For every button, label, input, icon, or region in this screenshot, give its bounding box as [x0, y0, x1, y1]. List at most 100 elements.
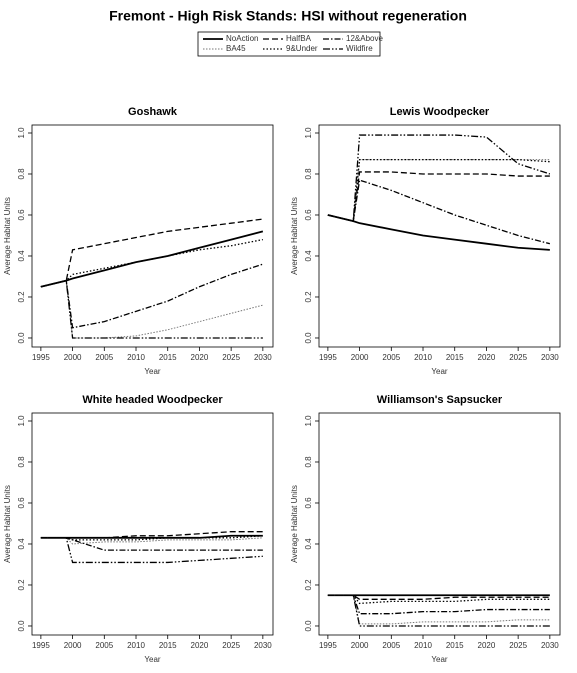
y-tick-label: 0.6: [304, 209, 313, 221]
plot-frame: [31, 124, 274, 348]
x-tick-label: 2010: [414, 353, 432, 362]
x-tick-label: 2015: [159, 641, 177, 650]
plot-frame: [31, 412, 274, 636]
x-axis-label: Year: [144, 367, 161, 376]
x-tick-label: 2030: [541, 353, 559, 362]
x-tick-label: 2015: [159, 353, 177, 362]
x-tick-label: 2010: [127, 641, 145, 650]
series-line: [327, 159, 550, 222]
series-line: [327, 171, 550, 222]
y-tick-label: 0.8: [17, 456, 26, 468]
legend-label: Wildfire: [346, 44, 373, 53]
x-tick-label: 2025: [509, 641, 527, 650]
series-line: [327, 179, 551, 245]
legend-label: 9&Under: [286, 44, 318, 53]
x-tick-label: 2005: [95, 353, 113, 362]
series-line: [327, 594, 550, 627]
y-tick-label: 0.2: [304, 291, 313, 303]
x-tick-label: 2005: [382, 641, 400, 650]
y-tick-label: 0.0: [304, 620, 313, 632]
y-tick-label: 0.2: [17, 291, 26, 303]
x-tick-label: 2030: [254, 641, 272, 650]
y-axis-label: Average Habitat Units: [3, 485, 12, 563]
y-tick-label: 0.2: [17, 579, 26, 591]
x-tick-label: 2025: [222, 353, 240, 362]
x-tick-label: 2000: [351, 641, 369, 650]
y-axis-label: Average Habitat Units: [3, 197, 12, 275]
y-tick-label: 0.4: [304, 538, 313, 550]
x-tick-label: 1995: [319, 641, 337, 650]
y-tick-label: 0.0: [17, 620, 26, 632]
legend-box: [197, 31, 381, 57]
x-axis-label: Year: [144, 655, 161, 664]
y-tick-label: 0.8: [304, 168, 313, 180]
series-line: [40, 238, 263, 288]
series-line: [40, 230, 264, 288]
y-tick-label: 0.4: [17, 538, 26, 550]
chart-title: Lewis Woodpecker: [390, 106, 490, 118]
x-tick-label: 1995: [32, 353, 50, 362]
series-line: [40, 537, 263, 545]
x-tick-label: 2015: [446, 353, 464, 362]
y-tick-label: 0.2: [304, 579, 313, 591]
y-axis-label: Average Habitat Units: [290, 485, 299, 563]
chart-title: White headed Woodpecker: [82, 394, 223, 406]
series-line: [40, 279, 263, 339]
x-tick-label: 2030: [254, 353, 272, 362]
x-tick-label: 2025: [222, 641, 240, 650]
legend-label: NoAction: [226, 34, 258, 43]
x-tick-label: 2005: [382, 353, 400, 362]
series-line: [40, 531, 263, 539]
y-tick-label: 0.6: [17, 209, 26, 221]
series-line: [327, 134, 551, 222]
y-tick-label: 1.0: [304, 415, 313, 427]
chart-title: Goshawk: [128, 106, 178, 118]
y-tick-label: 0.0: [17, 332, 26, 344]
series-line: [40, 263, 264, 329]
series-line: [327, 158, 550, 222]
plot-frame: [318, 412, 561, 636]
series-line: [40, 535, 263, 541]
plot-frame: [318, 124, 561, 348]
series-line: [40, 279, 263, 339]
y-axis-label: Average Habitat Units: [290, 197, 299, 275]
x-tick-label: 2015: [446, 641, 464, 650]
x-tick-label: 2020: [191, 353, 209, 362]
x-tick-label: 2030: [541, 641, 559, 650]
series-line: [327, 594, 550, 615]
y-tick-label: 1.0: [17, 415, 26, 427]
legend-label: HalfBA: [286, 34, 312, 43]
main-title: Fremont - High Risk Stands: HSI without …: [109, 8, 467, 24]
legend-label: 12&Above: [346, 34, 383, 43]
y-tick-label: 0.8: [304, 456, 313, 468]
y-tick-label: 0.6: [304, 497, 313, 509]
series-line: [327, 594, 550, 600]
y-tick-label: 1.0: [17, 127, 26, 139]
x-tick-label: 1995: [32, 641, 50, 650]
x-tick-label: 1995: [319, 353, 337, 362]
y-tick-label: 0.6: [17, 497, 26, 509]
x-tick-label: 2020: [478, 353, 496, 362]
series-line: [327, 214, 550, 251]
series-line: [40, 537, 263, 551]
x-tick-label: 2000: [64, 641, 82, 650]
series-line: [327, 594, 550, 625]
y-tick-label: 1.0: [304, 127, 313, 139]
legend-label: BA45: [226, 44, 246, 53]
x-tick-label: 2005: [95, 641, 113, 650]
series-line: [40, 537, 263, 564]
y-tick-label: 0.4: [304, 250, 313, 262]
y-tick-label: 0.8: [17, 168, 26, 180]
y-tick-label: 0.4: [17, 250, 26, 262]
x-tick-label: 2000: [64, 353, 82, 362]
x-tick-label: 2020: [191, 641, 209, 650]
chart-title: Williamson's Sapsucker: [377, 394, 503, 406]
series-line: [40, 218, 263, 288]
series-line: [327, 594, 550, 605]
x-tick-label: 2010: [127, 353, 145, 362]
x-tick-label: 2000: [351, 353, 369, 362]
x-tick-label: 2020: [478, 641, 496, 650]
x-tick-label: 2010: [414, 641, 432, 650]
